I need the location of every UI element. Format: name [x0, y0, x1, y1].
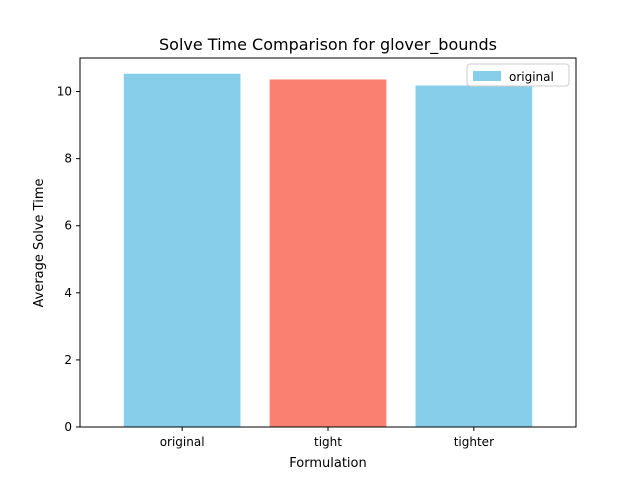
bars-group: [123, 73, 533, 428]
y-tick-label-0: 0: [64, 420, 72, 434]
y-tick-label-10: 10: [57, 85, 72, 99]
bar-original: [123, 73, 241, 428]
x-tick-label-tighter: tighter: [454, 435, 494, 449]
x-tick-label-tight: tight: [314, 435, 342, 449]
y-tick-label-6: 6: [64, 219, 72, 233]
y-ticks-group: 0 2 4 6 8 10: [57, 85, 80, 434]
y-tick-label-8: 8: [64, 152, 72, 166]
legend-swatch-original: [473, 71, 501, 81]
x-tick-label-original: original: [160, 435, 205, 449]
y-axis-label: Average Solve Time: [32, 179, 47, 308]
legend: original: [466, 63, 570, 87]
chart-title: Solve Time Comparison for glover_bounds: [159, 35, 497, 55]
x-ticks-group: original tight tighter: [160, 427, 494, 449]
bar-tight: [269, 79, 387, 428]
y-tick-label-2: 2: [64, 353, 72, 367]
y-tick-label-4: 4: [64, 286, 72, 300]
legend-label-original: original: [509, 70, 554, 84]
bar-tighter: [415, 85, 533, 428]
x-axis-label: Formulation: [289, 456, 366, 471]
plot-frame: [79, 57, 577, 428]
